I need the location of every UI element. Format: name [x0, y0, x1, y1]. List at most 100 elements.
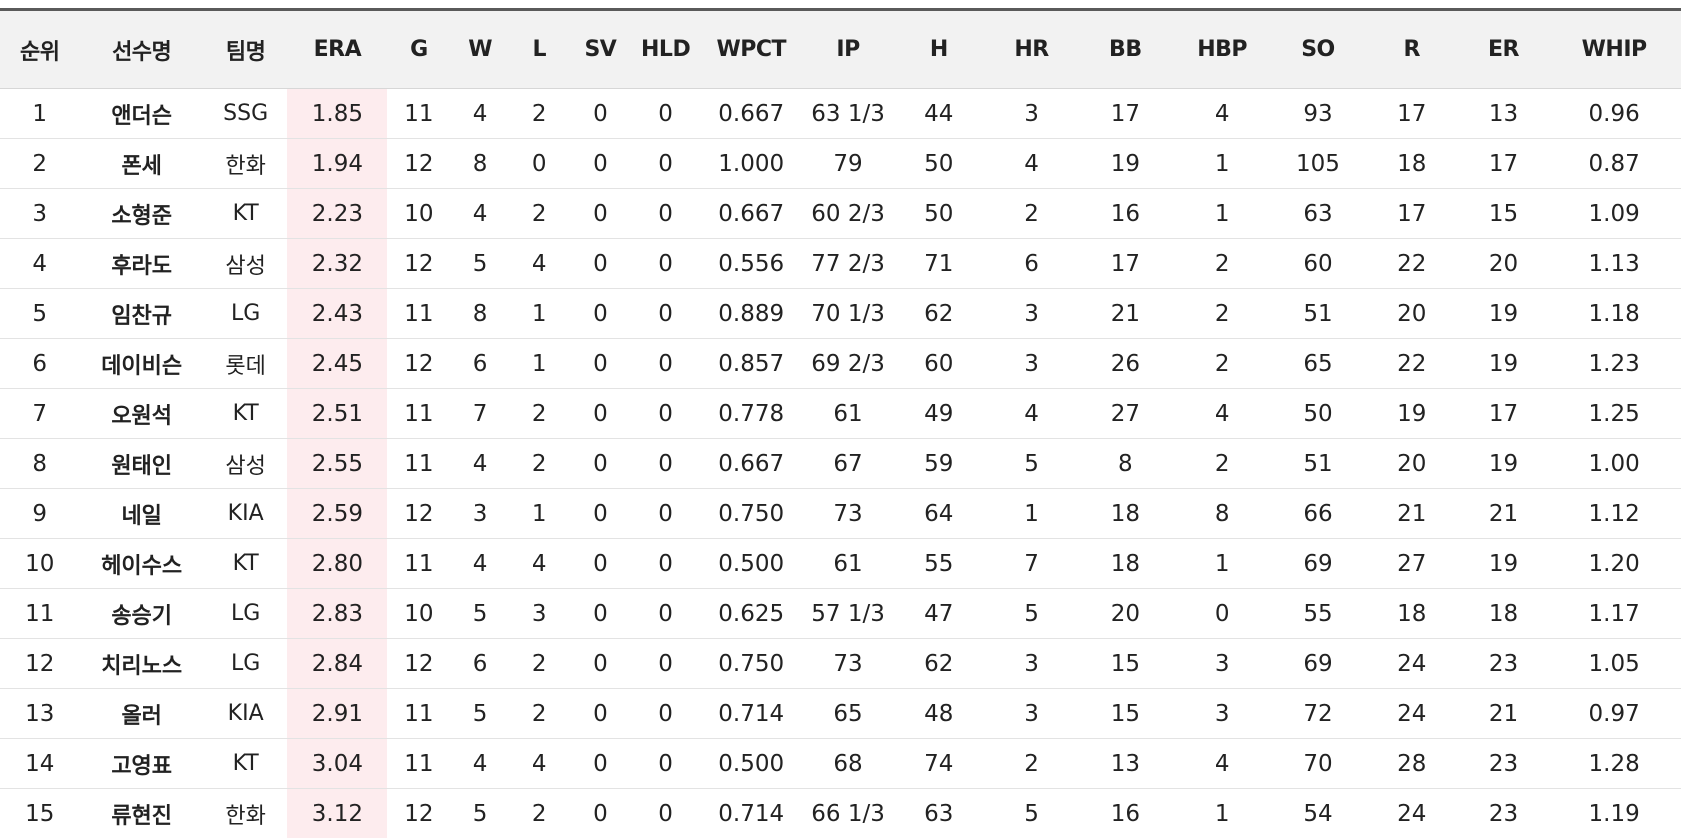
column-header[interactable]: W: [451, 11, 510, 89]
column-header[interactable]: ER: [1460, 11, 1548, 89]
stat-cell: 2.32: [287, 239, 387, 289]
stat-cell: 2: [510, 789, 569, 838]
column-header[interactable]: HLD: [632, 11, 699, 89]
stat-cell: 2.43: [287, 289, 387, 339]
column-header[interactable]: WPCT: [699, 11, 803, 89]
stat-cell: 4: [451, 439, 510, 489]
stat-cell: 8: [1172, 489, 1272, 539]
player-name-cell: 소형준: [80, 189, 204, 239]
stat-cell: 21: [1078, 289, 1172, 339]
stat-cell: 4: [510, 239, 569, 289]
stat-cell: 51: [1272, 439, 1364, 489]
stat-cell: 4: [1172, 739, 1272, 789]
stat-cell: 4: [510, 539, 569, 589]
stat-cell: 13: [1078, 739, 1172, 789]
stat-cell: 0: [632, 639, 699, 689]
column-header[interactable]: 순위: [0, 11, 80, 89]
stat-cell: 0: [569, 439, 632, 489]
column-header[interactable]: WHIP: [1547, 11, 1681, 89]
stat-cell: 74: [893, 739, 985, 789]
stat-cell: 4: [451, 739, 510, 789]
stat-cell: 7: [985, 539, 1079, 589]
player-name-cell: 폰세: [80, 139, 204, 189]
stat-cell: 0: [632, 589, 699, 639]
stat-cell: 1: [985, 489, 1079, 539]
stat-cell: 0: [632, 289, 699, 339]
column-header[interactable]: IP: [803, 11, 893, 89]
stat-cell: 54: [1272, 789, 1364, 838]
column-header[interactable]: BB: [1078, 11, 1172, 89]
stat-cell: 70 1/3: [803, 289, 893, 339]
column-header[interactable]: HBP: [1172, 11, 1272, 89]
stat-cell: 66 1/3: [803, 789, 893, 838]
column-header[interactable]: R: [1364, 11, 1460, 89]
stat-cell: 2.59: [287, 489, 387, 539]
column-header[interactable]: SO: [1272, 11, 1364, 89]
stat-cell: 0.556: [699, 239, 803, 289]
stat-cell: 6: [451, 639, 510, 689]
team-cell: LG: [204, 639, 288, 689]
stat-cell: 10: [387, 189, 450, 239]
stat-cell: 57 1/3: [803, 589, 893, 639]
stat-cell: 4: [451, 539, 510, 589]
column-header[interactable]: SV: [569, 11, 632, 89]
column-header[interactable]: H: [893, 11, 985, 89]
stat-cell: 1.17: [1547, 589, 1681, 639]
stat-cell: 11: [387, 289, 450, 339]
stat-cell: 4: [510, 739, 569, 789]
stat-cell: 19: [1078, 139, 1172, 189]
stat-cell: 3: [0, 189, 80, 239]
column-header[interactable]: G: [387, 11, 450, 89]
stat-cell: 5: [451, 789, 510, 838]
stat-cell: 79: [803, 139, 893, 189]
stat-cell: 0: [632, 239, 699, 289]
stat-cell: 65: [1272, 339, 1364, 389]
stat-cell: 2: [510, 389, 569, 439]
stat-cell: 1.05: [1547, 639, 1681, 689]
stat-cell: 4: [985, 139, 1079, 189]
stat-cell: 1.28: [1547, 739, 1681, 789]
player-name-cell: 데이비슨: [80, 339, 204, 389]
player-name-cell: 후라도: [80, 239, 204, 289]
stat-cell: 11: [387, 89, 450, 139]
stat-cell: 1.12: [1547, 489, 1681, 539]
stat-cell: 23: [1460, 789, 1548, 838]
stat-cell: 0: [1172, 589, 1272, 639]
stat-cell: 1.09: [1547, 189, 1681, 239]
stat-cell: 2: [0, 139, 80, 189]
column-header[interactable]: L: [510, 11, 569, 89]
team-cell: 한화: [204, 139, 288, 189]
column-header[interactable]: ERA: [287, 11, 387, 89]
column-header[interactable]: HR: [985, 11, 1079, 89]
stat-cell: 0.625: [699, 589, 803, 639]
stat-cell: 1: [1172, 189, 1272, 239]
stat-cell: 63: [893, 789, 985, 838]
stat-cell: 19: [1460, 539, 1548, 589]
column-header[interactable]: 선수명: [80, 11, 204, 89]
stat-cell: 0: [569, 589, 632, 639]
stat-cell: 0: [632, 789, 699, 838]
stat-cell: 4: [985, 389, 1079, 439]
stat-cell: 105: [1272, 139, 1364, 189]
stat-cell: 64: [893, 489, 985, 539]
stat-cell: 24: [1364, 789, 1460, 838]
stat-cell: 2: [1172, 239, 1272, 289]
column-header[interactable]: 팀명: [204, 11, 288, 89]
stat-cell: 0: [569, 289, 632, 339]
stat-cell: 17: [1460, 389, 1548, 439]
stat-cell: 0: [569, 89, 632, 139]
stat-cell: 0.857: [699, 339, 803, 389]
stat-cell: 14: [0, 739, 80, 789]
stat-cell: 10: [387, 589, 450, 639]
stat-cell: 3: [1172, 689, 1272, 739]
stat-cell: 6: [985, 239, 1079, 289]
stat-cell: 2: [985, 189, 1079, 239]
stat-cell: 60 2/3: [803, 189, 893, 239]
stat-cell: 4: [451, 89, 510, 139]
stat-cell: 12: [387, 639, 450, 689]
stat-cell: 0.750: [699, 639, 803, 689]
stat-cell: 0: [632, 339, 699, 389]
